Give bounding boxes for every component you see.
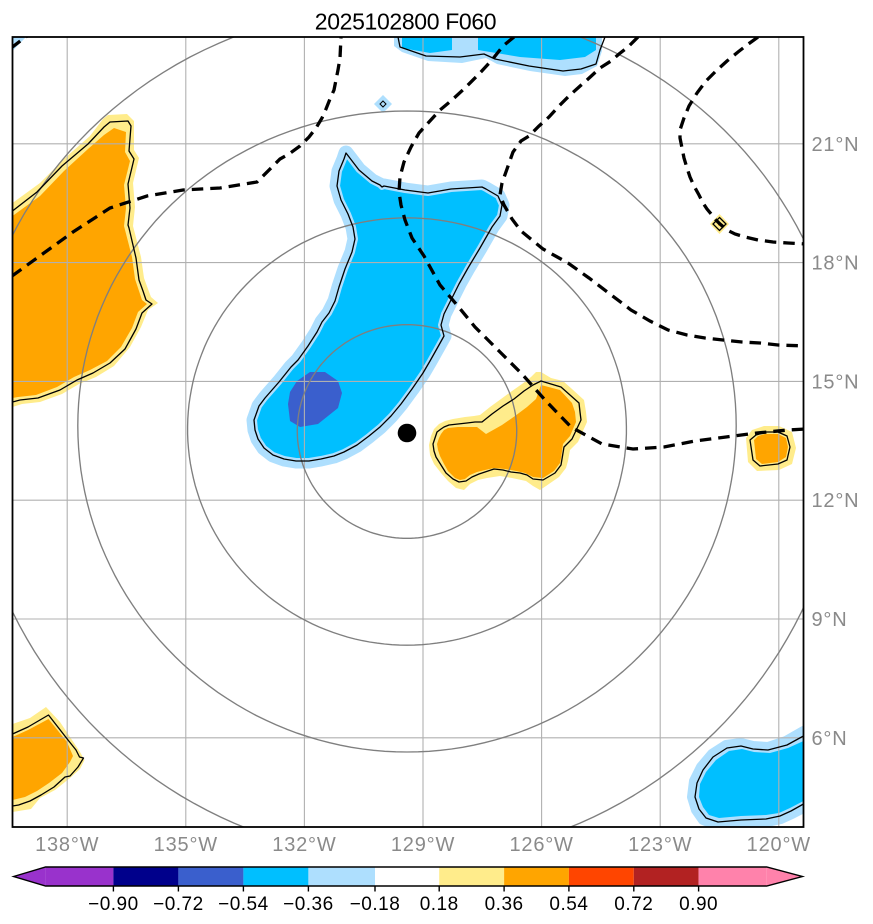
svg-text:2025102800 F060: 2025102800 F060: [315, 9, 496, 35]
svg-text:18°N: 18°N: [812, 253, 860, 275]
svg-text:0.54: 0.54: [549, 894, 588, 915]
svg-text:129°W: 129°W: [391, 834, 455, 856]
svg-text:135°W: 135°W: [154, 834, 218, 856]
svg-text:0.18: 0.18: [420, 894, 459, 915]
svg-text:−0.72: −0.72: [153, 894, 204, 915]
svg-text:123°W: 123°W: [628, 834, 692, 856]
svg-text:0.72: 0.72: [614, 894, 653, 915]
svg-text:−0.18: −0.18: [350, 894, 401, 915]
svg-text:21°N: 21°N: [812, 134, 860, 156]
svg-text:120°W: 120°W: [747, 834, 811, 856]
svg-text:−0.90: −0.90: [88, 894, 139, 915]
svg-text:132°W: 132°W: [272, 834, 336, 856]
svg-text:15°N: 15°N: [812, 371, 860, 393]
svg-text:138°W: 138°W: [35, 834, 99, 856]
svg-text:126°W: 126°W: [509, 834, 573, 856]
svg-text:12°N: 12°N: [812, 490, 860, 512]
svg-text:0.90: 0.90: [679, 894, 718, 915]
svg-text:9°N: 9°N: [812, 609, 848, 631]
svg-text:0.36: 0.36: [485, 894, 524, 915]
svg-text:6°N: 6°N: [812, 728, 848, 750]
svg-text:−0.36: −0.36: [283, 894, 334, 915]
svg-text:−0.54: −0.54: [218, 894, 269, 915]
